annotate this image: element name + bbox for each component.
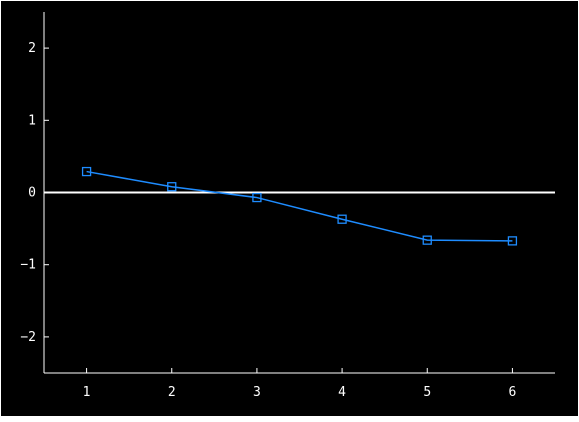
data-point-marker bbox=[507, 236, 518, 246]
y-tick-label: 2 bbox=[28, 41, 36, 56]
x-tick-label: 3 bbox=[253, 385, 261, 400]
y-tick-label: −2 bbox=[20, 330, 36, 345]
data-point-marker bbox=[167, 182, 177, 192]
y-tick-label: 1 bbox=[28, 113, 36, 128]
x-tick-label: 4 bbox=[338, 385, 346, 400]
y-tick-label: −1 bbox=[20, 258, 36, 273]
data-point-marker bbox=[252, 192, 262, 203]
data-point-marker bbox=[422, 235, 432, 245]
series-group bbox=[81, 166, 518, 246]
y-tick-label: 0 bbox=[28, 186, 36, 201]
x-tick-label: 6 bbox=[509, 385, 517, 400]
x-tick-label: 5 bbox=[423, 385, 431, 400]
data-point-marker bbox=[337, 214, 347, 224]
data-point-marker bbox=[81, 166, 92, 177]
x-tick-label: 2 bbox=[168, 385, 176, 400]
x-tick-label: 1 bbox=[83, 385, 91, 400]
axes: −2 −1 0 1 2 1 2 3 4 5 6 bbox=[20, 12, 555, 400]
series-line bbox=[86, 170, 513, 242]
